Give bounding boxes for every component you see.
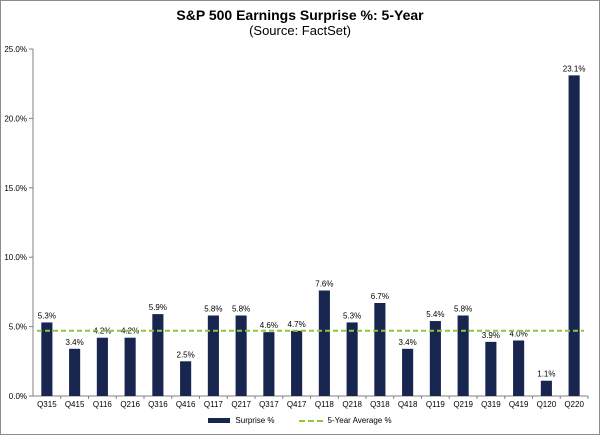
x-tick-label: Q119: [426, 400, 446, 409]
data-label: 5.3%: [38, 311, 56, 320]
legend: Surprise % 5-Year Average %: [0, 416, 600, 425]
legend-item-average: 5-Year Average %: [298, 416, 392, 425]
data-label: 23.1%: [563, 64, 586, 73]
data-label: 4.0%: [510, 329, 528, 338]
legend-label-average: 5-Year Average %: [327, 416, 392, 425]
legend-item-surprise: Surprise %: [208, 416, 275, 425]
x-tick-label: Q417: [287, 400, 307, 409]
data-label: 6.7%: [371, 292, 389, 301]
x-tick-label: Q216: [120, 400, 140, 409]
data-label: 4.6%: [260, 321, 278, 330]
x-tick-label: Q316: [148, 400, 168, 409]
x-tick-label: Q220: [564, 400, 584, 409]
data-label: 3.4%: [66, 338, 84, 347]
x-tick-label: Q416: [176, 400, 196, 409]
data-label: 4.2%: [121, 327, 139, 336]
chart-subtitle: (Source: FactSet): [249, 23, 351, 38]
data-label: 1.1%: [537, 370, 555, 379]
x-tick-label: Q315: [37, 400, 57, 409]
x-tick-label: Q120: [537, 400, 557, 409]
data-label: 5.3%: [343, 311, 361, 320]
x-tick-label: Q219: [453, 400, 473, 409]
bar: [568, 75, 580, 396]
bar: [69, 348, 81, 396]
x-tick-label: Q318: [370, 400, 390, 409]
data-label: 5.8%: [204, 304, 222, 313]
x-tick-label: Q419: [509, 400, 529, 409]
bar: [96, 337, 108, 396]
bar: [207, 315, 219, 396]
legend-swatch-line: [298, 419, 323, 422]
bar: [374, 303, 386, 396]
data-label: 3.9%: [482, 331, 500, 340]
bar: [41, 322, 53, 396]
y-tick-label: 10.0%: [4, 253, 27, 262]
bar: [457, 315, 469, 396]
data-label: 5.8%: [454, 304, 472, 313]
data-label: 5.9%: [149, 303, 167, 312]
data-label: 2.5%: [177, 350, 195, 359]
x-tick-label: Q418: [398, 400, 418, 409]
bar: [485, 341, 497, 396]
y-tick-label: 25.0%: [4, 45, 27, 54]
legend-swatch-bar: [208, 418, 231, 423]
bar: [346, 322, 358, 396]
bar: [235, 315, 247, 396]
bar: [291, 330, 303, 396]
bar: [429, 321, 441, 396]
y-tick-label: 0.0%: [9, 392, 27, 401]
y-tick-label: 15.0%: [4, 184, 27, 193]
legend-label-surprise: Surprise %: [235, 416, 275, 425]
y-tick-label: 20.0%: [4, 114, 27, 123]
bar: [263, 332, 275, 396]
data-label: 3.4%: [399, 338, 417, 347]
bar: [402, 348, 414, 396]
x-tick-label: Q218: [342, 400, 362, 409]
bar: [513, 340, 525, 396]
bar: [124, 337, 136, 396]
x-tick-label: Q117: [204, 400, 224, 409]
chart-title: S&P 500 Earnings Surprise %: 5-Year: [176, 7, 424, 23]
data-label: 5.4%: [426, 310, 444, 319]
data-label: 4.7%: [288, 320, 306, 329]
data-label: 5.8%: [232, 304, 250, 313]
bar: [180, 361, 192, 396]
y-tick-label: 5.0%: [9, 323, 27, 332]
bar: [318, 290, 330, 396]
x-tick-label: Q317: [259, 400, 279, 409]
x-tick-label: Q118: [315, 400, 335, 409]
bar: [152, 314, 164, 396]
x-tick-label: Q319: [481, 400, 501, 409]
bar: [540, 380, 552, 396]
x-tick-label: Q116: [93, 400, 113, 409]
x-tick-label: Q415: [65, 400, 85, 409]
data-label: 7.6%: [315, 280, 333, 289]
x-tick-label: Q217: [231, 400, 251, 409]
